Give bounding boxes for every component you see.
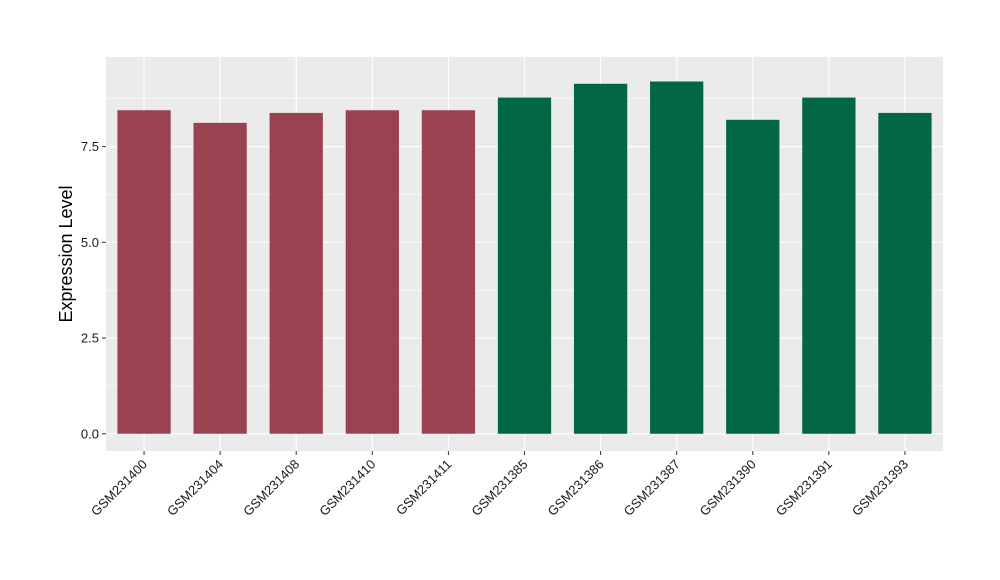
x-tick-label: GSM231385	[468, 457, 530, 519]
x-tick-label: GSM231404	[164, 457, 226, 519]
bar	[497, 97, 552, 434]
x-tick-label: GSM231386	[544, 457, 606, 519]
x-tick-label: GSM231400	[88, 457, 150, 519]
x-tick-label: GSM231410	[316, 457, 378, 519]
y-axis-title: Expression Level	[56, 185, 76, 322]
x-tick-label: GSM231387	[621, 457, 683, 519]
y-tick-label: 5.0	[81, 235, 99, 250]
y-tick-label: 2.5	[81, 331, 99, 346]
bar	[269, 112, 323, 434]
bar	[802, 97, 856, 434]
bar	[726, 119, 780, 434]
x-tick-label: GSM231390	[697, 457, 759, 519]
bars	[117, 81, 932, 434]
x-tick-label: GSM231391	[773, 457, 835, 519]
bar	[117, 110, 171, 434]
x-tick-label: GSM231411	[393, 457, 455, 519]
x-tick-label: GSM231408	[240, 457, 302, 519]
x-axis: GSM231400 GSM231404 GSM231408 GSM231410 GSM2…	[88, 451, 911, 519]
bar	[650, 81, 704, 434]
bar	[573, 83, 628, 434]
bar	[193, 122, 247, 434]
x-tick-label: GSM231393	[849, 457, 911, 519]
bar	[345, 110, 399, 434]
y-tick-label: 0.0	[81, 426, 99, 441]
bar	[878, 112, 932, 434]
bar	[421, 110, 476, 434]
y-axis: 0.0 2.5 5.0 7.5	[81, 139, 106, 441]
y-tick-label: 7.5	[81, 139, 99, 154]
